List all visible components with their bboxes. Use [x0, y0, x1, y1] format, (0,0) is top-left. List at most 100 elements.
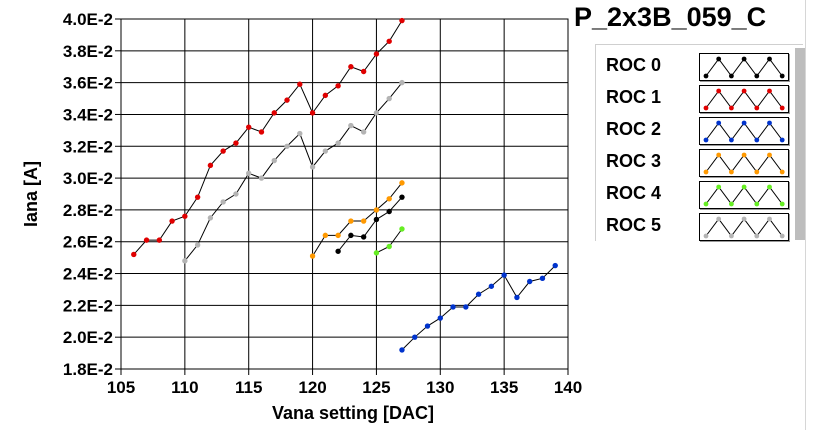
legend-swatch-marker — [729, 233, 734, 239]
data-point — [475, 291, 482, 297]
legend-swatch-marker — [779, 137, 785, 143]
legend-swatch-marker — [779, 233, 785, 239]
legend-swatch-marker — [716, 56, 722, 62]
legend-swatch-marker — [767, 120, 772, 126]
y-axis-ticks: 1.8E-2 2.0E-2 2.2E-2 2.4E-2 2.6E-2 2.8E-2 3.0E… — [63, 10, 121, 379]
data-point — [182, 213, 188, 219]
legend-label: ROC 5 — [606, 215, 662, 235]
data-point — [386, 243, 392, 250]
legend-swatch-marker — [741, 184, 747, 190]
legend-scrollbar[interactable] — [795, 48, 805, 240]
data-point — [207, 215, 214, 221]
legend-swatch-marker — [754, 137, 760, 143]
legend-label: ROC 0 — [606, 55, 662, 75]
legend-swatch — [699, 149, 789, 177]
x-tick-label: 135 — [490, 378, 518, 397]
legend-swatch-marker — [703, 105, 709, 111]
data-point — [360, 68, 367, 75]
legend-swatch-marker — [779, 169, 785, 175]
data-point — [373, 110, 380, 116]
legend-swatch-marker — [741, 56, 747, 62]
data-point — [169, 218, 175, 224]
legend-item: ROC 0 — [596, 50, 803, 81]
data-point — [463, 304, 469, 310]
data-point — [246, 170, 252, 177]
data-point — [322, 148, 329, 154]
data-point — [258, 129, 265, 135]
legend-swatch-marker — [729, 137, 734, 143]
legend-swatch-marker — [754, 233, 760, 239]
series-roc-3 — [309, 180, 405, 259]
data-point — [399, 79, 405, 86]
data-point — [284, 97, 290, 103]
legend-swatch-marker — [716, 120, 722, 126]
legend-swatch-marker — [703, 73, 709, 79]
legend-swatch-marker — [754, 201, 760, 207]
series-roc-2 — [399, 262, 558, 353]
data-point — [335, 232, 341, 239]
x-tick-label: 125 — [362, 378, 390, 397]
legend-label: ROC 2 — [606, 119, 662, 139]
legend-swatch-marker — [703, 201, 709, 207]
data-point — [194, 242, 201, 248]
legend-swatch-marker — [741, 216, 747, 222]
data-point — [501, 272, 507, 278]
data-point — [373, 207, 380, 213]
data-point — [309, 253, 316, 259]
series-line — [184, 82, 403, 262]
data-point — [297, 130, 303, 137]
y-tick-label: 2.4E-2 — [63, 265, 113, 284]
legend-swatch — [699, 53, 789, 81]
data-point — [450, 304, 456, 310]
legend-swatch-marker — [767, 152, 772, 158]
y-tick-label: 1.8E-2 — [63, 360, 113, 379]
data-point — [373, 51, 380, 57]
legend-label: ROC 4 — [606, 183, 662, 203]
y-tick-label: 2.6E-2 — [63, 233, 113, 252]
data-point — [207, 162, 214, 169]
data-point — [258, 175, 265, 181]
legend-swatch-marker — [716, 88, 722, 94]
data-point — [309, 110, 316, 116]
data-point — [309, 164, 316, 170]
data-point — [552, 262, 558, 269]
data-point — [399, 17, 405, 24]
legend-swatch-marker — [716, 152, 722, 158]
x-tick-label: 130 — [426, 378, 454, 397]
legend-swatch-marker — [779, 105, 785, 111]
legend-swatch-marker — [741, 152, 747, 158]
data-point — [322, 92, 329, 99]
legend-panel: ROC 0 ROC 1 ROC 2 ROC 3 ROC 4 ROC 5 — [595, 44, 803, 241]
x-tick-label: 115 — [235, 378, 262, 397]
data-point — [156, 237, 163, 243]
data-point — [360, 129, 367, 135]
legend-swatch — [699, 181, 789, 209]
data-point — [373, 216, 380, 223]
legend-swatch-marker — [729, 169, 734, 175]
series-line — [133, 20, 403, 255]
legend-swatch-line — [705, 218, 783, 237]
series-roc-4 — [373, 226, 405, 256]
y-tick-label: 3.6E-2 — [63, 74, 113, 93]
data-point — [386, 95, 392, 102]
data-point — [348, 218, 354, 224]
x-axis-title: Vana setting [DAC] — [272, 403, 434, 423]
data-series — [131, 17, 558, 353]
y-tick-label: 2.0E-2 — [63, 328, 113, 347]
legend-swatch — [699, 213, 789, 241]
legend-item: ROC 3 — [596, 146, 803, 177]
x-tick-label: 120 — [298, 378, 326, 397]
data-point — [386, 196, 392, 202]
plot-frame — [120, 18, 569, 370]
x-tick-label: 105 — [107, 378, 135, 397]
plot-area — [121, 19, 568, 369]
data-point — [373, 250, 380, 256]
legend-swatch-marker — [754, 169, 760, 175]
series-roc-0 — [335, 194, 405, 254]
x-tick-label: 110 — [171, 378, 198, 397]
legend-swatch-marker — [729, 105, 734, 111]
y-axis-title: Iana [A] — [21, 161, 41, 227]
data-point — [424, 323, 431, 329]
data-point — [322, 232, 329, 239]
